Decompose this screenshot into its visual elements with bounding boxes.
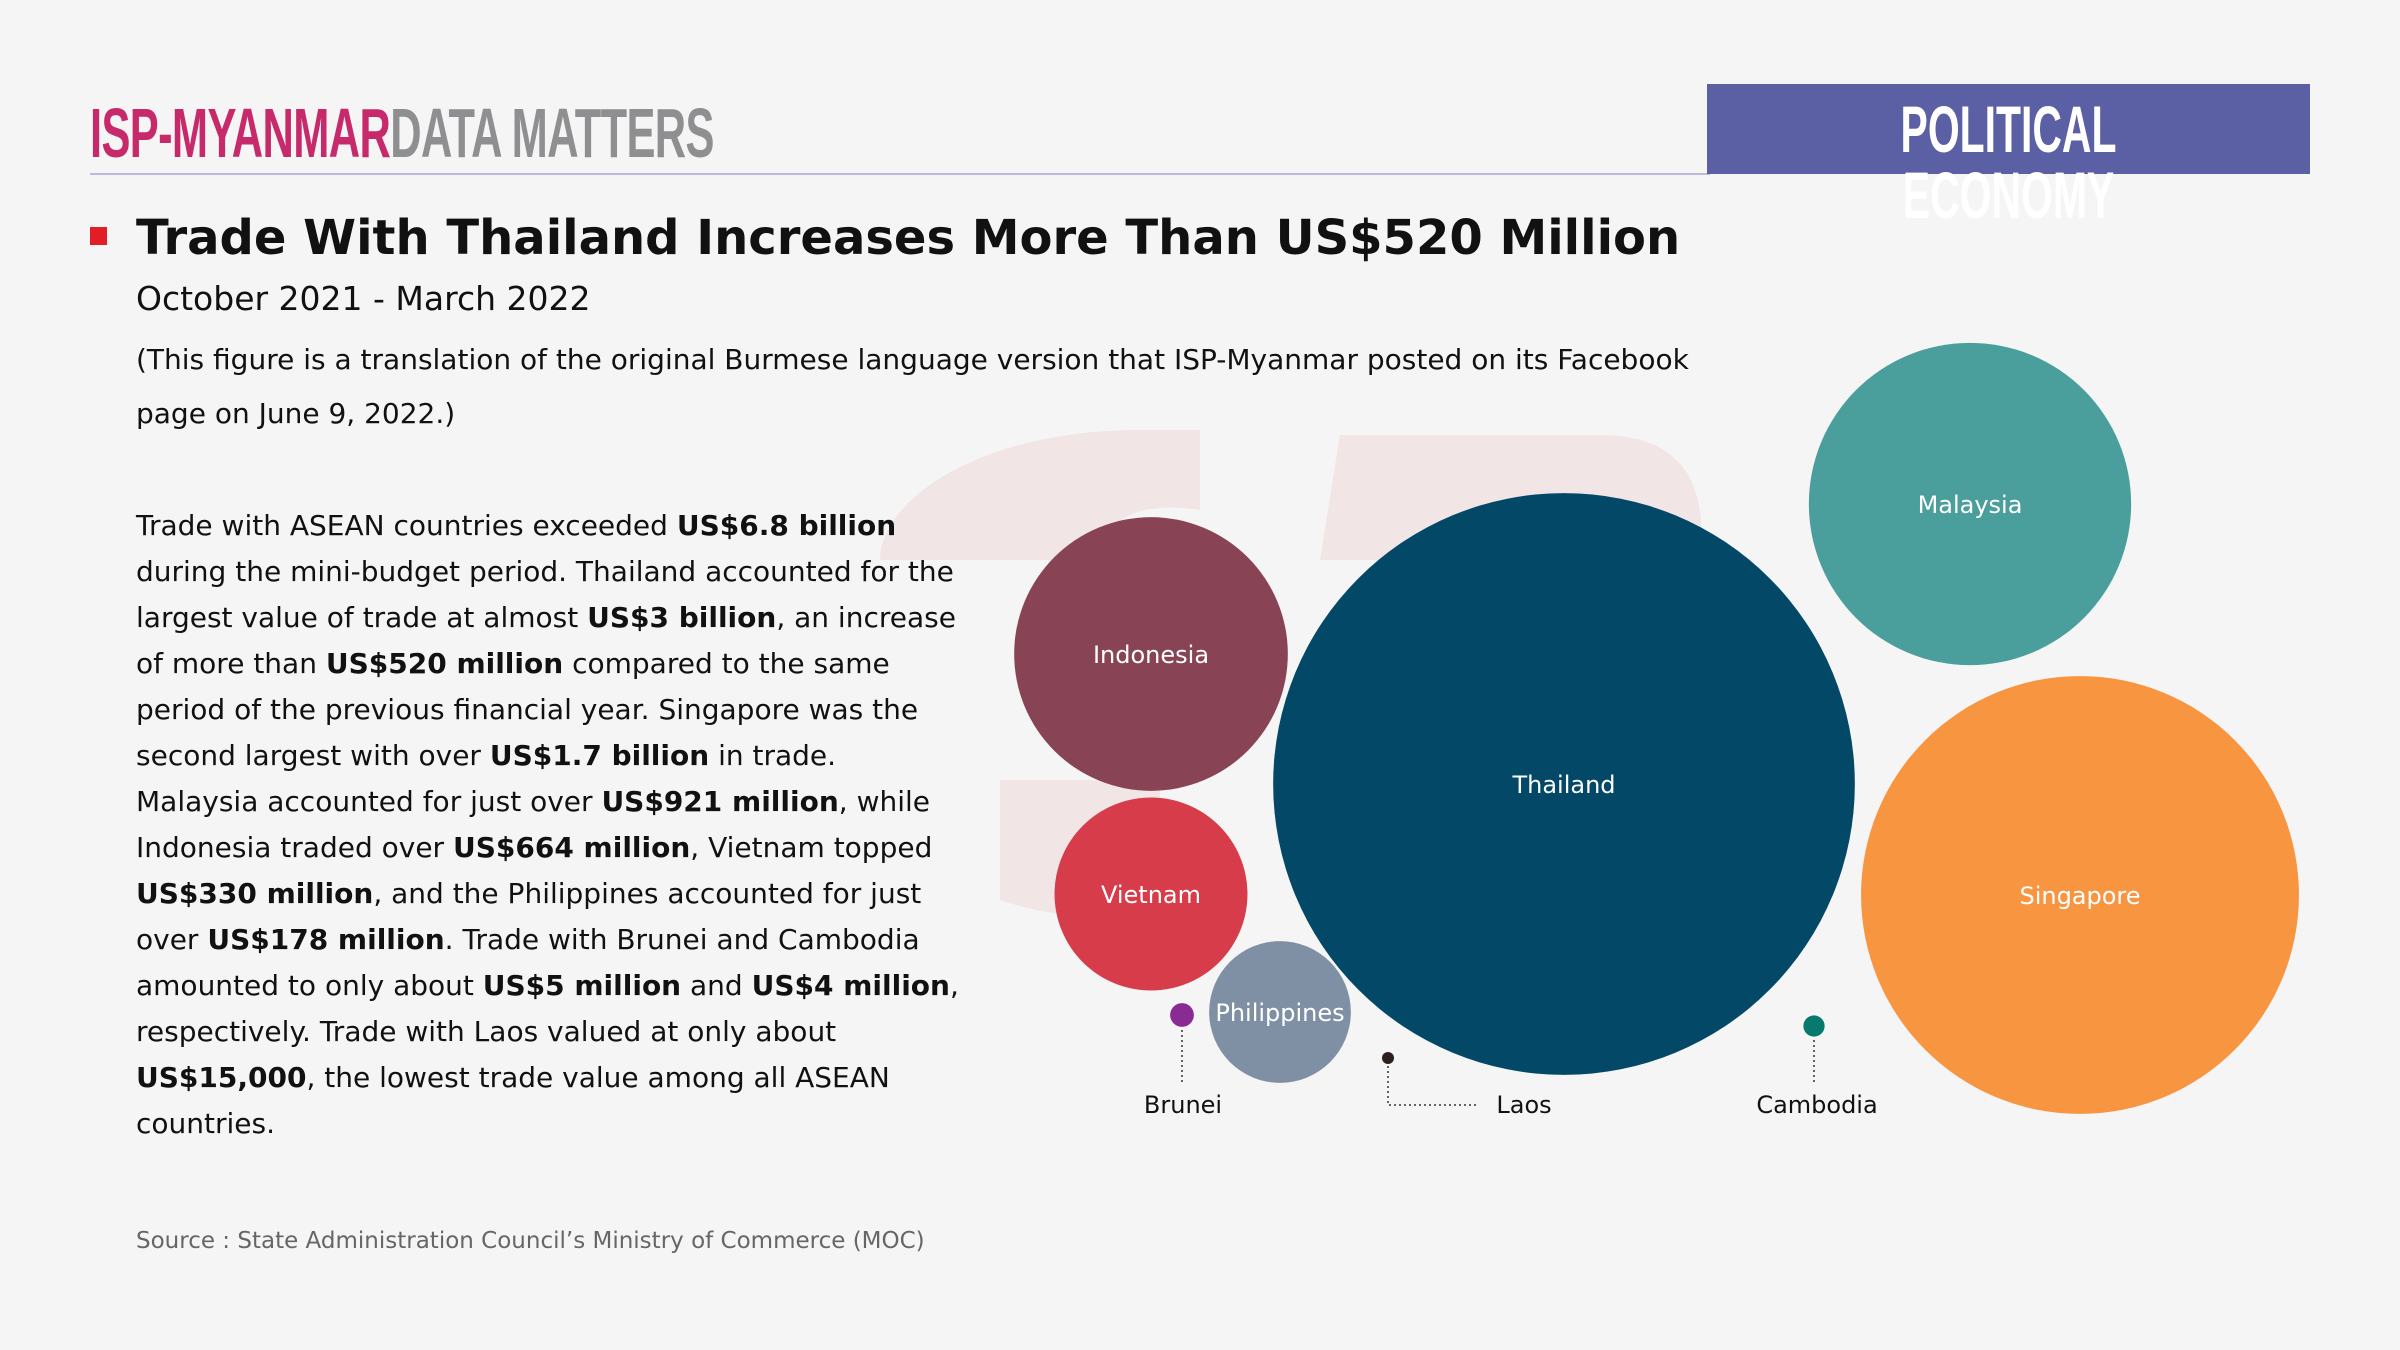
bubble-label-laos: Laos [1496,1091,1551,1119]
highlight-value: US$5 million [482,969,682,1002]
body-text: and [681,969,752,1002]
bubble-label-cambodia: Cambodia [1756,1091,1877,1119]
bubble-label-thailand: Thailand [1511,771,1615,799]
bubble-thailand [1273,493,1855,1075]
body-text: . Trade with Brunei and Cambodia amounte… [136,923,920,1002]
bubble-vietnam [1054,797,1248,991]
translation-note: (This figure is a translation of the ori… [136,343,1689,430]
body-text: Trade with ASEAN countries exceeded [136,509,677,542]
bubble-brunei [1170,1003,1194,1027]
body-text: , Vietnam topped [690,831,933,864]
bubble-label-malaysia: Malaysia [1918,491,2023,519]
logo-product: DATA MATTERS [390,94,714,172]
bubble-label-singapore: Singapore [2019,882,2140,910]
highlight-value: US$178 million [207,923,445,956]
body-text: , while Indonesia traded over [136,785,930,864]
bubble-philippines [1209,941,1351,1083]
bubble-malaysia [1808,342,2132,666]
highlight-value: US$6.8 billion [676,509,897,542]
highlight-value: US$15,000 [136,1061,307,1094]
highlight-value: US$664 million [452,831,691,864]
body-text: , an increase of more than [136,601,956,680]
source-note: Source : State Administration Council’s … [136,1228,925,1254]
highlight-value: US$520 million [325,647,564,680]
bubble-singapore [1861,676,2299,1114]
section-label: POLITICAL ECONOMY [1900,92,2117,232]
body-text: , the lowest trade value among all ASEAN… [136,1061,890,1140]
highlight-value: US$3 billion [587,601,777,634]
highlight-value: US$330 million [136,877,374,910]
highlight-value: US$1.7 billion [489,739,710,772]
highlight-value: US$921 million [601,785,839,818]
bubble-label-vietnam: Vietnam [1101,881,1201,909]
bubble-label-brunei: Brunei [1144,1091,1222,1119]
watermark-shape-s [880,430,1200,560]
body-text: , respectively. Trade with Laos valued a… [136,969,959,1048]
header-divider [90,173,1710,175]
bubble-label-philippines: Philippines [1215,999,1344,1027]
section-badge: POLITICAL ECONOMY [1707,84,2310,228]
period: October 2021 - March 2022 [136,279,591,318]
logo-brand: ISP-MYANMAR [90,94,391,172]
bubble-indonesia [1014,517,1288,791]
title-marker-icon [90,227,107,245]
summary-paragraph: Trade with ASEAN countries exceeded US$6… [136,503,966,1147]
bubble-laos [1382,1052,1394,1064]
page-title: Trade With Thailand Increases More Than … [136,210,1681,266]
body-text: compared to the same period of the previ… [136,647,919,772]
highlight-value: US$4 million [751,969,950,1002]
bubble-label-indonesia: Indonesia [1093,641,1209,669]
body-text: during the mini-budget period. Thailand … [136,555,954,634]
leader-line-laos [1387,1066,1478,1106]
bubble-cambodia [1803,1015,1825,1037]
body-text: , and the Philippines accounted for just… [136,877,922,956]
logo: ISP-MYANMARDATA MATTERS [90,98,714,168]
body-text: in trade. Malaysia accounted for just ov… [136,739,837,818]
